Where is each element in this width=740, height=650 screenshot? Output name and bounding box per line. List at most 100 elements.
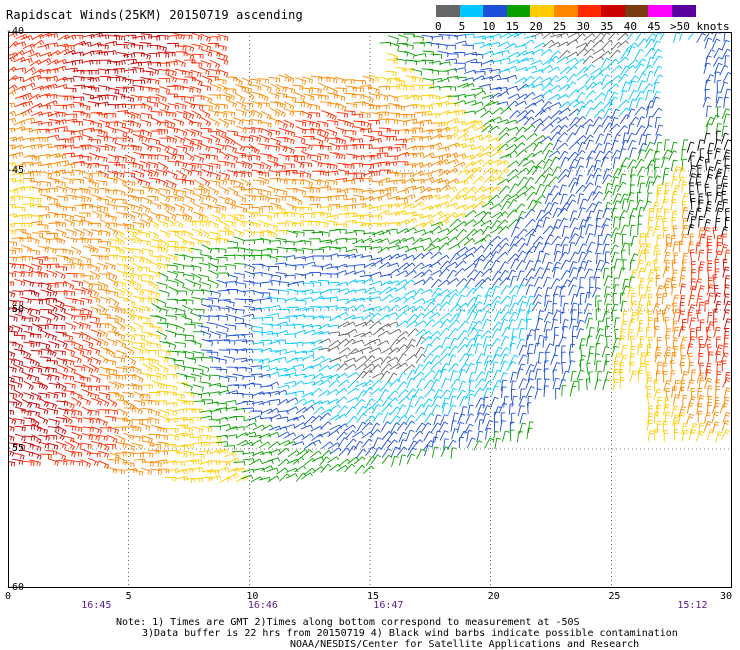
wind-barb <box>292 172 304 178</box>
wind-barb <box>543 150 553 161</box>
wind-barb <box>574 58 586 66</box>
wind-barb <box>523 91 536 100</box>
wind-barb <box>707 385 713 398</box>
wind-barb <box>233 272 245 279</box>
wind-barb <box>453 100 467 105</box>
wind-barb <box>689 317 696 329</box>
wind-barb <box>352 87 364 92</box>
wind-barb <box>148 36 161 41</box>
wind-barb <box>557 336 567 347</box>
wind-barb <box>227 240 239 247</box>
wind-barb <box>607 58 619 68</box>
wind-barb <box>635 125 646 136</box>
wind-barb <box>80 256 92 264</box>
wind-barb <box>355 355 368 363</box>
wind-barb <box>21 271 33 277</box>
wind-barb <box>208 179 221 187</box>
wind-barb <box>207 297 220 303</box>
wind-barb <box>597 300 602 312</box>
wind-barb <box>243 280 255 286</box>
wind-barb <box>148 169 159 178</box>
wind-barb <box>385 186 397 192</box>
wind-barb <box>396 270 409 277</box>
wind-barb <box>21 398 32 409</box>
wind-barb <box>648 336 654 349</box>
wind-barb <box>389 338 401 349</box>
wind-barb <box>274 194 287 202</box>
wind-barb <box>252 162 265 170</box>
wind-barb <box>466 344 476 355</box>
wind-barb <box>389 378 401 388</box>
wind-barb <box>335 126 347 135</box>
wind-barb <box>328 137 341 144</box>
wind-barb <box>189 436 202 442</box>
wind-barb <box>645 89 653 102</box>
wind-barb <box>209 94 221 100</box>
wind-barb <box>150 239 163 246</box>
wind-barb <box>430 77 443 83</box>
wind-barb <box>54 312 66 321</box>
wind-barb <box>463 195 477 201</box>
wind-barb <box>644 249 650 261</box>
wind-barb <box>215 78 227 85</box>
wind-barb <box>73 75 85 82</box>
wind-barb <box>560 259 570 270</box>
wind-barb <box>388 304 400 313</box>
wind-barb <box>696 32 706 43</box>
wind-barb <box>319 297 332 303</box>
legend-swatch <box>577 5 602 17</box>
wind-barb <box>636 191 642 204</box>
wind-barb <box>381 381 392 391</box>
wind-barb <box>583 303 592 315</box>
wind-barb <box>555 387 560 400</box>
wind-barb <box>235 83 247 93</box>
wind-barb <box>601 217 611 229</box>
wind-barb <box>124 324 136 333</box>
wind-barb <box>13 120 26 126</box>
wind-barb <box>45 257 58 262</box>
wind-barb <box>654 428 659 441</box>
wind-barb <box>511 395 518 408</box>
wind-barb <box>576 48 588 57</box>
wind-barb <box>391 455 399 467</box>
wind-barb <box>167 365 179 371</box>
wind-barb <box>663 430 669 442</box>
wind-barb <box>39 180 52 187</box>
wind-barb <box>496 101 509 106</box>
wind-barb <box>437 78 450 83</box>
wind-barb <box>241 135 254 143</box>
wind-barb <box>327 456 340 464</box>
wind-barb <box>656 190 662 202</box>
wind-barb <box>637 38 648 48</box>
wind-barb <box>491 285 500 297</box>
wind-barb <box>719 65 729 76</box>
wind-barb <box>124 426 137 432</box>
wind-barb <box>427 69 440 75</box>
wind-barb <box>471 166 483 176</box>
wind-barb <box>182 304 193 314</box>
wind-barb <box>234 170 246 178</box>
wind-barb <box>23 177 35 183</box>
wind-barb <box>592 116 603 127</box>
wind-barb <box>646 393 652 406</box>
wind-barb <box>505 85 519 91</box>
wind-barb <box>558 168 570 178</box>
wind-barb <box>310 127 322 136</box>
map-title: Rapidscat Winds(25KM) 20150719 ascending <box>6 8 303 22</box>
wind-barb <box>303 212 316 219</box>
wind-barb <box>283 108 295 117</box>
wind-barb <box>71 416 83 423</box>
wind-barb <box>721 48 732 60</box>
wind-barb <box>716 371 722 383</box>
legend-swatch <box>624 5 649 17</box>
wind-barb <box>518 277 529 289</box>
wind-barb <box>405 320 418 328</box>
wind-barb <box>124 333 136 341</box>
wind-barb <box>698 377 705 389</box>
wind-barb <box>182 96 195 102</box>
wind-barb <box>629 370 637 382</box>
wind-barb <box>698 193 704 205</box>
wind-barb <box>578 379 583 391</box>
wind-barb <box>14 162 27 169</box>
wind-barb <box>218 349 231 355</box>
